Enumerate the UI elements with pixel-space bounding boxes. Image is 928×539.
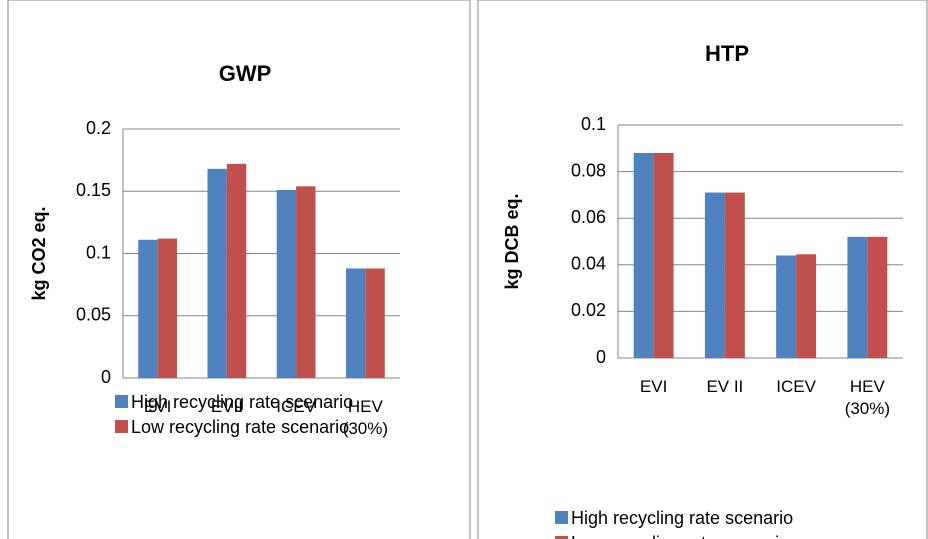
- legend-label: Low recycling rate scenario: [131, 417, 350, 437]
- legend-swatch: [555, 511, 568, 524]
- bar: [796, 254, 817, 358]
- x-tick-label: ICEV: [276, 397, 316, 416]
- y-tick-label: 0: [101, 367, 111, 387]
- y-axis-label: kg CO2 eq.: [29, 206, 49, 300]
- bar: [724, 192, 745, 358]
- y-tick-label: 0.1: [86, 242, 111, 262]
- bar: [226, 163, 247, 378]
- bar: [365, 268, 385, 378]
- chart-title: HTP: [705, 41, 749, 66]
- x-tick-label: EVI: [639, 377, 668, 396]
- y-tick-label: 0.05: [76, 305, 111, 325]
- bar: [633, 152, 654, 358]
- y-tick-label: 0.08: [571, 160, 606, 180]
- y-tick-label: 0.1: [581, 114, 606, 134]
- bar: [276, 190, 297, 378]
- chart-title: GWP: [219, 61, 272, 86]
- y-tick-label: 0.02: [571, 300, 606, 320]
- x-tick-label: EVII: [210, 397, 243, 416]
- bar: [704, 192, 725, 358]
- bar: [207, 168, 227, 378]
- bar: [296, 186, 316, 378]
- bar: [157, 238, 178, 378]
- x-tick-label: EV II: [706, 377, 744, 396]
- y-tick-label: 0.04: [571, 254, 606, 274]
- x-tick-label: ICEV: [776, 377, 816, 396]
- legend-swatch: [115, 420, 128, 433]
- legend-label: High recycling rate scenario: [131, 392, 354, 412]
- bar: [653, 152, 674, 358]
- bar: [867, 236, 888, 358]
- panel-border: [477, 0, 928, 539]
- bar: [345, 268, 366, 378]
- legend-swatch: [115, 395, 128, 408]
- bar: [138, 239, 158, 378]
- y-tick-label: 0.06: [571, 207, 606, 227]
- y-tick-label: 0.15: [76, 180, 111, 200]
- panel-border: [7, 0, 471, 539]
- legend-label: High recycling rate scenario: [571, 508, 794, 528]
- x-tick-label: HEV (30%): [844, 377, 891, 418]
- bar: [847, 236, 868, 358]
- x-tick-label: HEV (30%): [342, 397, 389, 438]
- bar: [776, 255, 797, 358]
- y-axis-label: kg DCB eq.: [502, 193, 522, 289]
- y-tick-label: 0: [596, 347, 606, 367]
- legend-swatch: [555, 536, 568, 539]
- y-tick-label: 0.2: [86, 118, 111, 138]
- x-tick-label: EVI: [143, 397, 172, 416]
- legend-label: Low recycling rate scenario: [571, 533, 789, 539]
